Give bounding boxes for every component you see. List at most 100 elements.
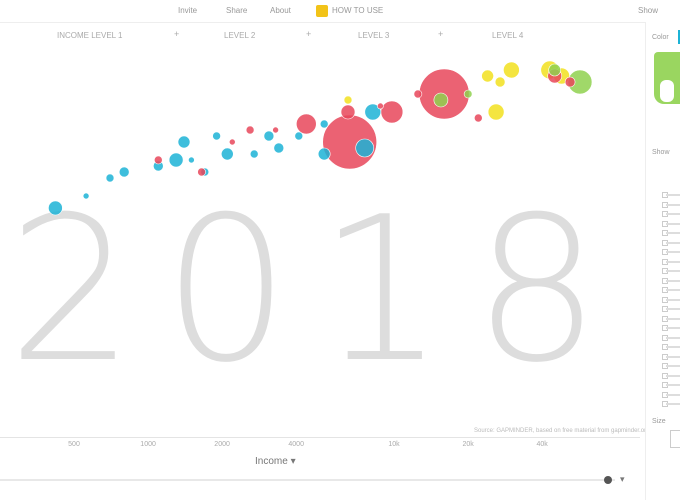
show-label: Show — [652, 149, 670, 156]
country-list-item[interactable] — [666, 365, 680, 367]
help-icon — [316, 4, 328, 17]
show-link[interactable]: Show — [638, 6, 659, 15]
income-level-3: LEVEL 3 — [358, 31, 390, 40]
bubble-asia[interactable] — [245, 125, 255, 135]
country-list-item[interactable] — [666, 241, 680, 244]
bubble-europe[interactable] — [481, 69, 494, 83]
x-tick-label: 2000 — [214, 441, 230, 448]
country-list-item[interactable] — [666, 232, 680, 234]
country-list-item[interactable] — [666, 222, 680, 225]
country-list-item[interactable] — [666, 194, 680, 196]
bubble-asia[interactable] — [340, 104, 356, 120]
country-list-item[interactable] — [666, 346, 680, 348]
bubble-asia[interactable] — [154, 155, 163, 165]
country-list-item[interactable] — [666, 203, 680, 206]
bubble-americas[interactable] — [433, 92, 449, 108]
bubble-africa[interactable] — [273, 142, 285, 154]
country-list-item[interactable] — [666, 384, 680, 386]
color-selector[interactable] — [678, 30, 680, 44]
bubble-africa[interactable] — [105, 173, 115, 183]
bubble-americas[interactable] — [463, 89, 473, 99]
country-list-item[interactable] — [666, 298, 680, 301]
bubbles-layer[interactable] — [0, 46, 645, 456]
country-list-item[interactable] — [666, 270, 680, 272]
bubble-africa[interactable] — [118, 166, 130, 178]
bubble-asia[interactable] — [473, 113, 483, 123]
size-selector[interactable] — [670, 430, 680, 448]
x-tick-label: 4000 — [288, 441, 304, 448]
x-tick-label: 10k — [388, 441, 400, 448]
plus-icon[interactable]: + — [306, 29, 312, 39]
bubble-asia[interactable] — [197, 167, 206, 177]
country-list-item[interactable] — [666, 355, 680, 358]
bubble-asia[interactable] — [272, 126, 279, 134]
chevron-down-icon: ▾ — [290, 456, 296, 467]
country-list-item[interactable] — [666, 393, 680, 396]
country-list-item[interactable] — [666, 260, 680, 263]
timeline-slider[interactable]: ▾ — [0, 474, 640, 500]
bubble-europe[interactable] — [494, 76, 506, 88]
x-tick-label: 1000 — [140, 441, 156, 448]
bubble-africa[interactable] — [188, 156, 195, 164]
bubble-africa[interactable] — [48, 200, 63, 216]
country-list-item[interactable] — [666, 213, 680, 215]
country-list-item[interactable] — [666, 251, 680, 253]
bubble-asia[interactable] — [229, 138, 236, 146]
invite-link[interactable]: Invite — [178, 6, 198, 15]
plus-icon[interactable]: + — [174, 29, 180, 39]
bubble-africa[interactable] — [249, 149, 259, 159]
bubble-europe[interactable] — [343, 95, 353, 105]
world-map-gap — [660, 80, 674, 102]
timeline-track[interactable] — [0, 479, 615, 481]
bubble-asia[interactable] — [564, 76, 576, 88]
bubble-africa[interactable] — [263, 130, 275, 142]
share-link[interactable]: Share — [226, 6, 248, 15]
country-list-item[interactable] — [666, 336, 680, 339]
x-axis-label[interactable]: Income ▾ — [255, 456, 296, 467]
bubble-africa[interactable] — [82, 192, 90, 200]
country-list-item[interactable] — [666, 308, 680, 310]
bubble-asia[interactable] — [380, 100, 404, 124]
sidebar-panel: Color Show Size — [645, 22, 680, 500]
x-tick-label: 40k — [536, 441, 548, 448]
income-level-row: INCOME LEVEL 1 + LEVEL 2 + LEVEL 3 + LEV… — [0, 24, 640, 46]
bubble-europe[interactable] — [487, 103, 505, 121]
timeline-speed-icon[interactable]: ▾ — [620, 474, 625, 484]
bubble-africa[interactable] — [319, 119, 329, 129]
size-label: Size — [652, 418, 666, 425]
how-to-use-button[interactable]: HOW TO USE — [316, 3, 383, 18]
how-to-use-label: HOW TO USE — [332, 6, 384, 15]
x-axis-line — [0, 437, 640, 438]
bubble-asia[interactable] — [295, 113, 317, 135]
country-list-item[interactable] — [666, 289, 680, 291]
x-axis-title: Income — [255, 456, 288, 467]
source-note: Source: GAPMINDER, based on free materia… — [474, 428, 650, 434]
x-tick-label: 20k — [462, 441, 474, 448]
country-list-item[interactable] — [666, 374, 680, 377]
bubble-americas[interactable] — [548, 63, 562, 77]
timeline-handle[interactable] — [604, 476, 612, 484]
about-link[interactable]: About — [270, 6, 291, 15]
bubble-africa[interactable] — [221, 147, 234, 161]
country-list-item[interactable] — [666, 403, 680, 405]
x-tick-label: 500 — [68, 441, 80, 448]
country-list-item[interactable] — [666, 327, 680, 329]
color-label: Color — [652, 34, 669, 41]
country-list-item[interactable] — [666, 279, 680, 282]
bubble-africa[interactable] — [212, 131, 221, 141]
bubble-africa[interactable] — [177, 135, 191, 149]
bubble-asia[interactable] — [413, 89, 423, 99]
bubble-africa[interactable] — [317, 147, 331, 161]
income-level-2: LEVEL 2 — [224, 31, 256, 40]
bubble-chart[interactable]: 2018 — [0, 46, 645, 456]
country-list-item[interactable] — [666, 317, 680, 320]
income-level-1: INCOME LEVEL 1 — [57, 31, 123, 40]
top-toolbar: Invite Share About HOW TO USE Show — [0, 0, 680, 23]
bubble-africa[interactable] — [364, 103, 382, 121]
bubble-asia[interactable] — [377, 102, 384, 110]
plus-icon[interactable]: + — [438, 29, 444, 39]
bubble-africa[interactable] — [294, 131, 304, 141]
bubble-europe[interactable] — [503, 61, 520, 79]
bubble-africa[interactable] — [355, 138, 375, 158]
bubble-africa[interactable] — [168, 152, 184, 168]
